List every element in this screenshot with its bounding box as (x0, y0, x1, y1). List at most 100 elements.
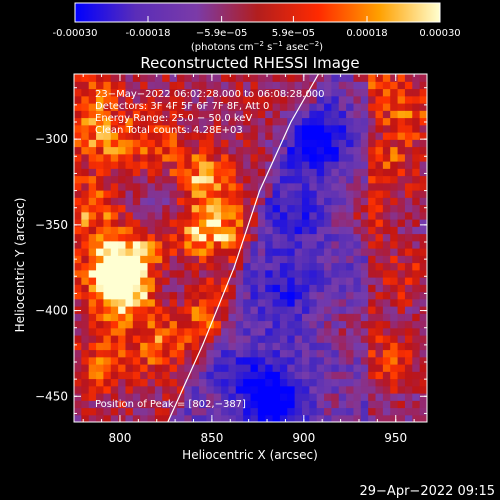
heatmap-cell (228, 364, 237, 372)
heatmap-cell (103, 103, 112, 111)
heatmap-cell (257, 161, 266, 169)
heatmap-cell (213, 284, 222, 293)
heatmap-cell (228, 161, 237, 169)
heatmap-cell (206, 364, 215, 372)
heatmap-cell (213, 124, 222, 133)
heatmap-cell (147, 255, 156, 264)
heatmap-cell (279, 117, 288, 126)
heatmap-cell (324, 81, 332, 90)
heatmap-cell (169, 364, 178, 372)
heatmap-cell (74, 364, 82, 372)
heatmap-cell (346, 110, 355, 119)
heatmap-cell (132, 393, 141, 401)
heatmap-cell (301, 124, 310, 133)
heatmap-cell (294, 269, 303, 278)
heatmap-cell (74, 95, 82, 104)
heatmap-cell (191, 233, 200, 242)
heatmap-cell (243, 269, 252, 278)
heatmap-cell (397, 81, 406, 90)
heatmap-cell (397, 117, 406, 126)
heatmap-cell (419, 233, 427, 242)
heatmap-cell (338, 110, 347, 119)
heatmap-cell (279, 175, 288, 184)
heatmap-cell (125, 313, 134, 322)
heatmap-cell (279, 414, 288, 422)
heatmap-cell (257, 291, 266, 300)
heatmap-cell (96, 74, 105, 82)
heatmap-cell (169, 219, 178, 227)
heatmap-cell (154, 168, 163, 177)
heatmap-cell (103, 378, 112, 387)
heatmap-cell (81, 110, 90, 119)
heatmap-cell (191, 327, 200, 336)
heatmap-cell (140, 400, 149, 409)
heatmap-cell (331, 393, 340, 401)
heatmap-cell (272, 255, 281, 264)
heatmap-cell (404, 284, 413, 293)
heatmap-cell (338, 313, 347, 322)
heatmap-cell (162, 226, 171, 235)
heatmap-cell (74, 320, 82, 329)
heatmap-cell (213, 342, 222, 351)
heatmap-cell (213, 219, 222, 227)
heatmap-cell (191, 182, 200, 191)
heatmap-cell (301, 95, 310, 104)
heatmap-cell (184, 284, 193, 293)
heatmap-cell (221, 320, 230, 329)
heatmap-cell (162, 95, 171, 104)
heatmap-cell (235, 168, 244, 177)
heatmap-cell (353, 371, 362, 380)
heatmap-cell (390, 385, 399, 394)
heatmap-cell (309, 400, 318, 409)
heatmap-cell (375, 182, 384, 191)
heatmap-cell (213, 240, 222, 249)
heatmap-cell (184, 219, 193, 227)
heatmap-cell (272, 219, 281, 227)
heatmap-cell (132, 320, 141, 329)
heatmap-cell (404, 81, 413, 90)
heatmap-cell (265, 400, 274, 409)
heatmap-cell (103, 153, 112, 162)
heatmap-cell (397, 327, 406, 336)
heatmap-cell (235, 400, 244, 409)
heatmap-cell (169, 393, 178, 401)
heatmap-cell (110, 161, 119, 169)
heatmap-cell (199, 385, 207, 394)
heatmap-cell (360, 269, 369, 278)
heatmap-cell (316, 269, 325, 278)
heatmap-cell (412, 175, 421, 184)
heatmap-cell (397, 110, 406, 119)
heatmap-cell (272, 103, 281, 111)
y-tick-label: −400 (35, 304, 68, 318)
heatmap-cell (316, 262, 325, 271)
heatmap-cell (294, 103, 303, 111)
heatmap-cell (397, 349, 406, 358)
heatmap-cell (140, 146, 149, 155)
heatmap-cell (206, 306, 215, 314)
heatmap-cell (368, 291, 377, 300)
heatmap-cell (397, 385, 406, 394)
heatmap-cell (184, 400, 193, 409)
heatmap-cell (191, 81, 200, 90)
peak-position-label: Position of Peak = [802,−387] (95, 399, 246, 410)
heatmap-cell (243, 182, 252, 191)
heatmap-cell (294, 139, 303, 148)
heatmap-cell (96, 132, 105, 140)
heatmap-cell (140, 219, 149, 227)
heatmap-cell (243, 255, 252, 264)
heatmap-cell (390, 393, 399, 401)
heatmap-cell (287, 320, 296, 329)
heatmap-cell (213, 306, 222, 314)
heatmap-cell (221, 110, 230, 119)
heatmap-cell (324, 124, 332, 133)
heatmap-cell (88, 226, 97, 235)
heatmap-cell (191, 88, 200, 97)
heatmap-cell (404, 197, 413, 206)
heatmap-cell (184, 211, 193, 220)
heatmap-cell (294, 175, 303, 184)
heatmap-cell (382, 248, 391, 256)
heatmap-cell (81, 175, 90, 184)
heatmap-cell (294, 81, 303, 90)
heatmap-cell (74, 335, 82, 343)
heatmap-cell (301, 364, 310, 372)
